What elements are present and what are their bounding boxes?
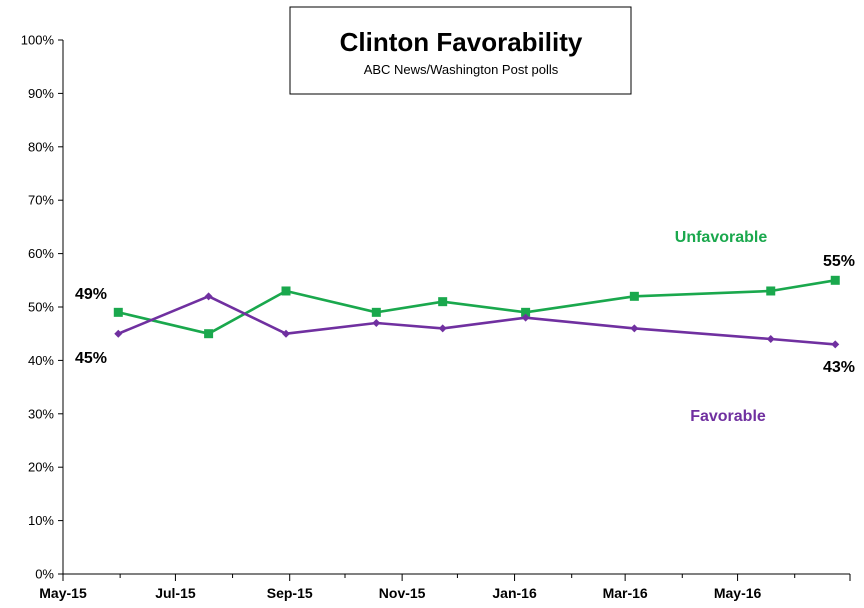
x-tick-label: May-15 [39,585,87,601]
data-point-unfavorable [438,297,448,307]
data-point-favorable [438,324,447,333]
title-box-frame [289,6,632,95]
data-point-unfavorable [830,275,840,285]
chart-title: Clinton Favorability [340,27,583,57]
x-tick-label: Mar-16 [603,585,648,601]
data-point-unfavorable [204,329,214,339]
y-tick-label: 70% [28,193,54,208]
data-point-unfavorable [371,307,381,317]
series-line-unfavorable [118,279,836,336]
data-point-favorable [831,340,840,349]
data-point-favorable [766,335,775,344]
data-point-favorable [114,329,123,338]
plot-area [113,275,840,349]
data-point-favorable [282,329,291,338]
data-label-favorable-last: 43% [823,359,855,376]
data-point-favorable [372,319,381,328]
y-tick-label: 10% [28,513,54,528]
data-label-favorable-first: 45% [75,350,107,367]
x-tick-label: Jul-15 [155,585,196,601]
series-label-favorable: Favorable [690,408,766,425]
series-label-unfavorable: Unfavorable [675,229,768,246]
data-point-unfavorable [766,286,776,296]
x-tick-label: May-16 [714,585,762,601]
data-point-unfavorable [281,286,291,296]
y-tick-label: 0% [35,567,54,582]
y-axis: 0% 10% 20% 30% 40% 50% 60% 70% 80% 90% 100% [21,33,64,582]
y-tick-label: 60% [28,246,54,261]
x-axis: May-15 Jul-15 Sep-15 Nov-15 Jan-16 Mar-16 May-… [39,573,851,601]
data-point-unfavorable [521,307,531,317]
y-tick-label: 20% [28,460,54,475]
series-line-favorable [117,294,836,346]
x-tick-label: Sep-15 [267,585,313,601]
y-tick-label: 90% [28,86,54,101]
x-tick-label: Jan-16 [492,585,537,601]
y-tick-label: 80% [28,139,54,154]
x-tick-label: Nov-15 [379,585,426,601]
data-point-favorable [630,324,639,333]
y-tick-label: 30% [28,406,54,421]
data-point-unfavorable [629,291,639,301]
y-tick-label: 50% [28,300,54,315]
data-point-favorable [521,313,530,322]
y-tick-label: 100% [21,33,55,48]
title-box: Clinton Favorability ABC News/Washington… [289,6,632,95]
data-point-unfavorable [113,307,123,317]
data-point-favorable [204,292,213,301]
data-label-unfavorable-first: 49% [75,286,107,303]
chart-subtitle: ABC News/Washington Post polls [364,62,559,77]
y-tick-label: 40% [28,353,54,368]
data-label-unfavorable-last: 55% [823,253,855,270]
